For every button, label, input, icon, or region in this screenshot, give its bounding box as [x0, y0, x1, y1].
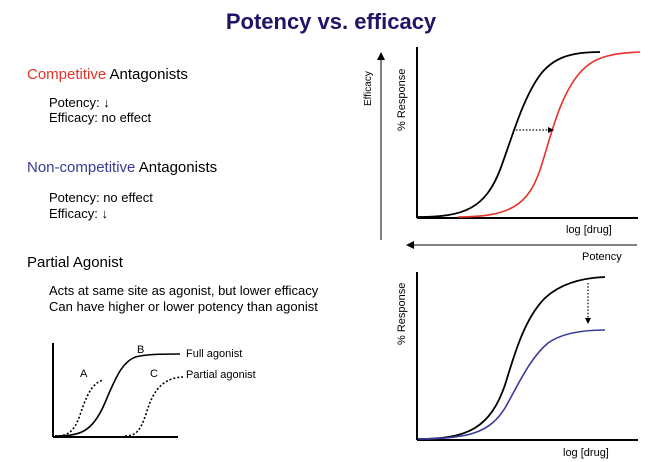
bottom-chart-x-label: log [drug]: [563, 447, 609, 459]
noncompetitive-efficacy: Efficacy: ↓: [49, 206, 109, 221]
noncompetitive-heading: Non-competitive Antagonists: [27, 159, 217, 176]
noncompetitive-chart: % Response log [drug]: [396, 272, 638, 459]
partial-agonist-label: Partial agonist: [186, 369, 256, 381]
competitive-potency: Potency: ↓: [49, 95, 110, 110]
top-chart-y-label: % Response: [396, 69, 408, 131]
bottom-chart-y-label: % Response: [396, 283, 408, 345]
curve-a-partial: [54, 379, 105, 437]
partial-agonist-line-2: Can have higher or lower potency than ag…: [49, 299, 318, 314]
partial-agonist-chart: A B C Full agonist Partial agonist: [52, 343, 256, 438]
competitive-keyword: Competitive: [27, 66, 107, 83]
partial-agonist-line-1: Acts at same site as agonist, but lower …: [49, 283, 319, 298]
competitive-heading-rest: Antagonists: [106, 66, 188, 83]
top-chart-x-label: log [drug]: [566, 224, 612, 236]
noncompetitive-antagonist-curve: [417, 329, 606, 440]
noncompetitive-heading-rest: Antagonists: [135, 159, 218, 176]
competitive-heading: Competitive Antagonists: [27, 66, 188, 83]
full-agonist-curve: [417, 276, 606, 440]
curve-label-a: A: [80, 368, 88, 380]
curve-b-full: [54, 353, 181, 437]
competitive-chart: Efficacy % Response log [drug] Potency: [363, 47, 641, 263]
partial-agonist-heading: Partial Agonist: [27, 254, 123, 271]
page-title: Potency vs. efficacy: [225, 9, 437, 34]
competitive-antagonist-curve: [457, 51, 641, 218]
curve-c-partial: [124, 376, 184, 437]
noncompetitive-keyword: Non-competitive: [27, 159, 136, 176]
curve-label-c: C: [150, 368, 158, 380]
noncompetitive-potency: Potency: no effect: [49, 190, 153, 205]
full-agonist-label: Full agonist: [186, 348, 242, 360]
potency-label: Potency: [582, 251, 622, 263]
competitive-efficacy: Efficacy: no effect: [49, 110, 152, 125]
agonist-curve: [417, 51, 601, 218]
efficacy-label: Efficacy: [363, 71, 374, 106]
curve-label-b: B: [137, 344, 144, 356]
